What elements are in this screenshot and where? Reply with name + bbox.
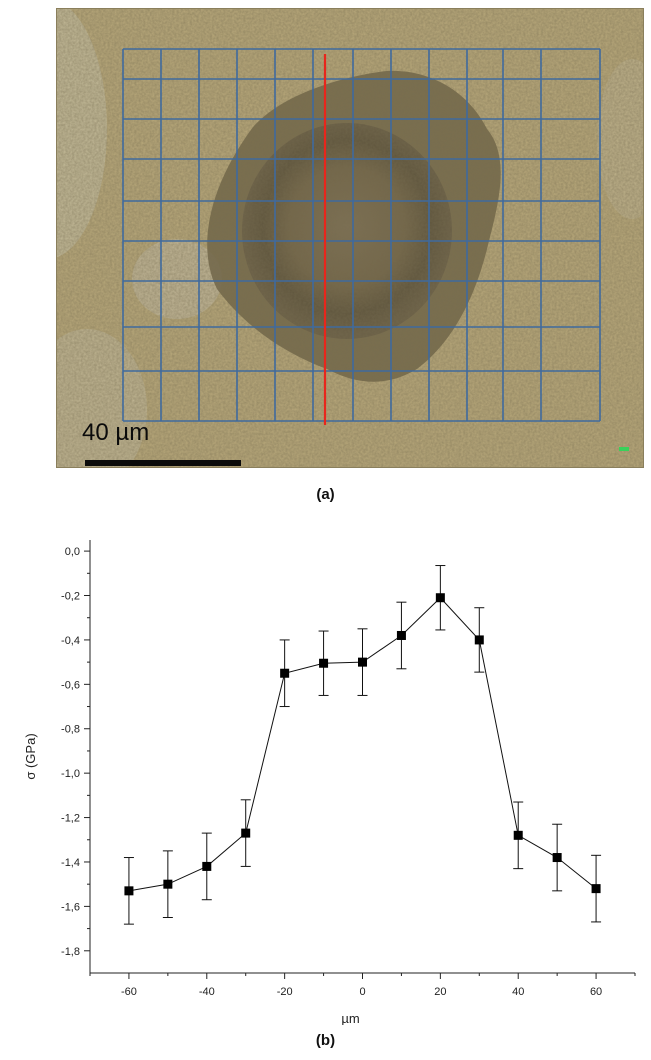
data-point-marker: [319, 658, 329, 668]
panel-caption-a: (a): [316, 486, 335, 503]
x-tick-label: -40: [199, 986, 215, 998]
scale-bar: [85, 460, 241, 466]
scale-bar-label: 40 µm: [82, 419, 150, 446]
data-point-marker: [202, 861, 212, 871]
x-tick-label: 60: [590, 986, 602, 998]
data-point-marker: [163, 879, 173, 889]
y-tick-label: -0,6: [61, 679, 80, 691]
y-tick-label: -1,6: [61, 901, 80, 913]
chart-axes: 0,0 -0,2 -0,4 -0,6 -0,8 -1,0 -1,2 -1,4 -1,6 -1,8 -…: [61, 540, 636, 998]
data-point-marker: [396, 630, 406, 640]
data-point-marker: [591, 884, 601, 894]
stress-profile-chart: 0,0 -0,2 -0,4 -0,6 -0,8 -1,0 -1,2 -1,4 -1,6 -1,8 -…: [0, 520, 651, 1026]
green-marker-icon: [619, 447, 629, 451]
measurement-grid: [122, 48, 601, 422]
chart-series: [123, 565, 602, 925]
y-tick-label: -1,4: [61, 857, 80, 869]
x-tick-label: -60: [121, 986, 137, 998]
data-point-marker: [124, 886, 134, 896]
panel-caption-b: (b): [315, 1032, 336, 1049]
y-tick-label: -0,2: [61, 591, 80, 603]
y-tick-label: -0,8: [61, 724, 80, 736]
x-axis-title: µm: [341, 1011, 359, 1025]
y-tick-label: -1,8: [61, 946, 80, 958]
data-point-marker: [513, 830, 523, 840]
data-point-marker: [358, 657, 367, 667]
y-axis-title: σ (GPa): [23, 733, 38, 779]
x-tick-label: 0: [359, 986, 365, 998]
data-point-marker: [241, 828, 251, 838]
x-tick-label: -20: [277, 986, 293, 998]
data-point-marker: [280, 668, 290, 678]
micrograph-image: [56, 8, 644, 468]
data-point-marker: [552, 853, 562, 863]
data-point-marker: [474, 635, 484, 645]
x-tick-label: 20: [434, 986, 446, 998]
data-point-marker: [435, 593, 445, 603]
y-tick-label: -1,2: [61, 813, 80, 825]
y-tick-label: -1,0: [61, 768, 80, 780]
x-tick-label: 40: [512, 986, 524, 998]
y-tick-label: 0,0: [65, 546, 80, 558]
y-tick-label: -0,4: [61, 635, 80, 647]
